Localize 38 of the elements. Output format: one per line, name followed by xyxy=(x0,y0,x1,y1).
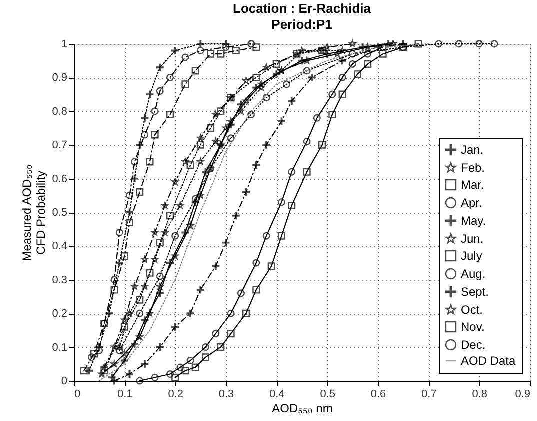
legend-label: Mar. xyxy=(461,178,484,192)
y-tick-label: 1 xyxy=(61,38,68,50)
legend-label: Aug. xyxy=(461,267,486,281)
x-tick-label: 0.5 xyxy=(320,388,336,400)
legend-label: Sept. xyxy=(461,285,490,299)
x-tick-label: 0.9 xyxy=(515,388,530,400)
y-tick-label: 0.8 xyxy=(52,106,68,118)
y-tick-label: 0.1 xyxy=(52,342,68,354)
x-tick-label: 0.6 xyxy=(370,388,386,400)
chart-title: Location : Er-Rachidia xyxy=(233,1,372,16)
x-tick-label: 0.7 xyxy=(422,388,437,400)
legend-label: May. xyxy=(461,214,486,228)
x-tick-label: 0 xyxy=(74,388,81,400)
y-tick-label: 0 xyxy=(61,376,68,388)
x-tick-label: 0.3 xyxy=(218,388,234,400)
y-tick-label: 0.6 xyxy=(52,173,68,186)
y-tick-label: 0.3 xyxy=(52,274,68,286)
legend-label: Oct. xyxy=(461,303,484,317)
legend-label: Apr. xyxy=(461,196,482,210)
x-tick-label: 0.2 xyxy=(168,388,184,400)
legend-label: Nov. xyxy=(461,320,485,334)
legend-label: Feb. xyxy=(461,161,486,175)
y-tick-label: 0.5 xyxy=(52,207,68,219)
legend-label: AOD Data xyxy=(461,354,516,368)
y-tick-label: 0.7 xyxy=(52,140,68,152)
x-tick-label: 0.8 xyxy=(472,388,488,400)
chart-subtitle: Period:P1 xyxy=(272,17,332,32)
y-axis-title: Measured AOD₅₅₀ CFD Probability xyxy=(20,164,48,262)
legend-label: Jan. xyxy=(461,143,484,157)
y-tick-label: 0.2 xyxy=(52,308,68,320)
legend-label: July xyxy=(461,249,482,263)
x-tick-label: 0.1 xyxy=(118,388,133,400)
x-axis-title: AOD₅₅₀ nm xyxy=(272,402,333,416)
legend-label: Jun. xyxy=(461,232,484,246)
x-tick-label: 0.4 xyxy=(270,388,285,400)
legend-label: Dec. xyxy=(461,338,486,352)
y-tick-label: 0.9 xyxy=(52,72,68,84)
y-tick-label: 0.4 xyxy=(52,240,68,253)
